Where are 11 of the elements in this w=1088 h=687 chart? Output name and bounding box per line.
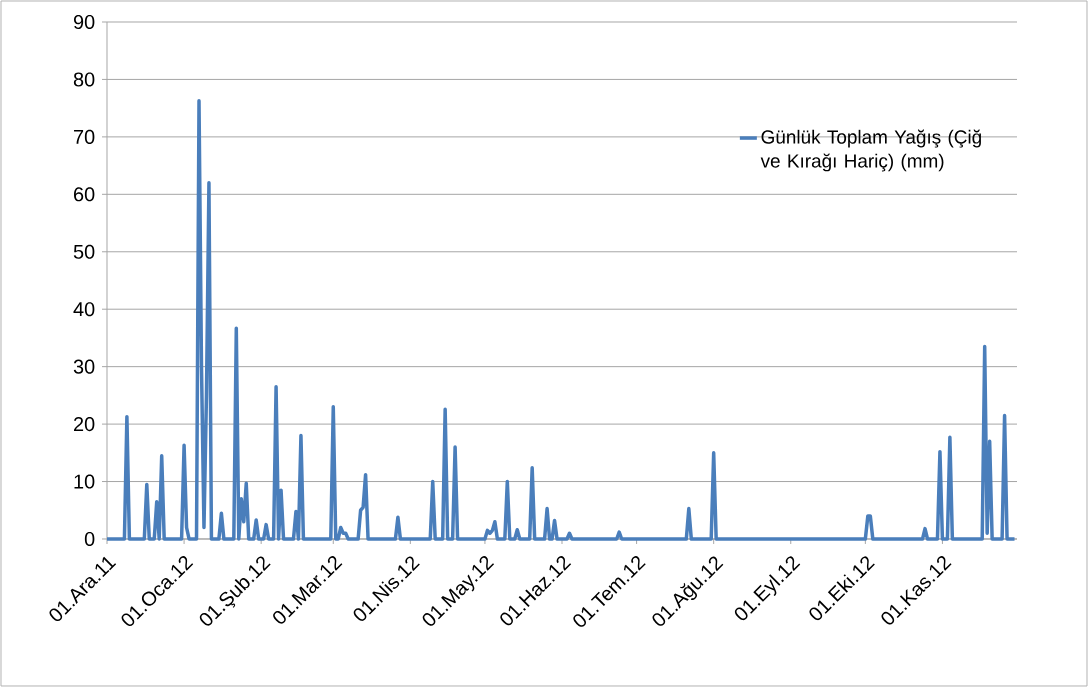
y-tick-label: 30	[73, 359, 95, 374]
y-tick-label: 50	[73, 244, 95, 259]
y-tick-label: 40	[73, 302, 95, 317]
y-tick-label: 80	[73, 72, 95, 87]
y-tick-label: 90	[73, 14, 95, 30]
y-tick-label: 0	[84, 531, 95, 547]
y-tick-label: 60	[74, 187, 95, 202]
y-tick-label: 70	[74, 129, 95, 144]
y-tick-label: 10	[74, 474, 95, 489]
legend-label: Günlük Toplam Yağış (Çiğ ve Kırağı Hariç) (mm)	[760, 129, 981, 172]
y-tick-label: 20	[74, 417, 95, 432]
